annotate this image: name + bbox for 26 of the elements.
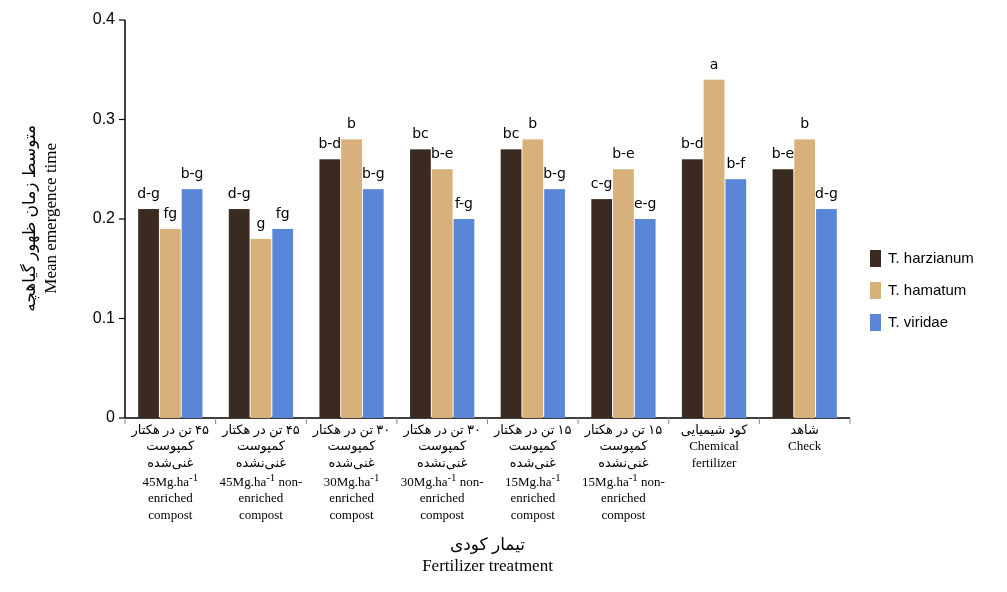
ylabel: متوسط زمان ظهور گیاهچه Mean emergence time	[18, 123, 61, 314]
bar	[181, 189, 203, 418]
bar	[159, 228, 181, 418]
bar	[228, 209, 250, 418]
bar	[410, 149, 431, 418]
bar	[613, 169, 634, 418]
bar	[681, 159, 703, 418]
bar	[591, 199, 613, 418]
bar	[725, 179, 747, 418]
bar	[703, 79, 725, 418]
bar	[250, 238, 272, 418]
bar	[341, 139, 362, 418]
bar	[772, 169, 794, 418]
bar	[634, 219, 656, 418]
bar	[319, 159, 341, 418]
bar	[544, 189, 565, 418]
bar	[138, 209, 159, 418]
xlabel: تیمار کودی Fertilizer treatment	[421, 534, 554, 577]
bar	[500, 149, 522, 418]
bar	[522, 139, 544, 418]
bar	[272, 228, 294, 418]
bar	[453, 219, 475, 418]
bar	[794, 139, 816, 418]
bar	[816, 209, 837, 418]
bar	[431, 169, 453, 418]
bar	[362, 189, 384, 418]
